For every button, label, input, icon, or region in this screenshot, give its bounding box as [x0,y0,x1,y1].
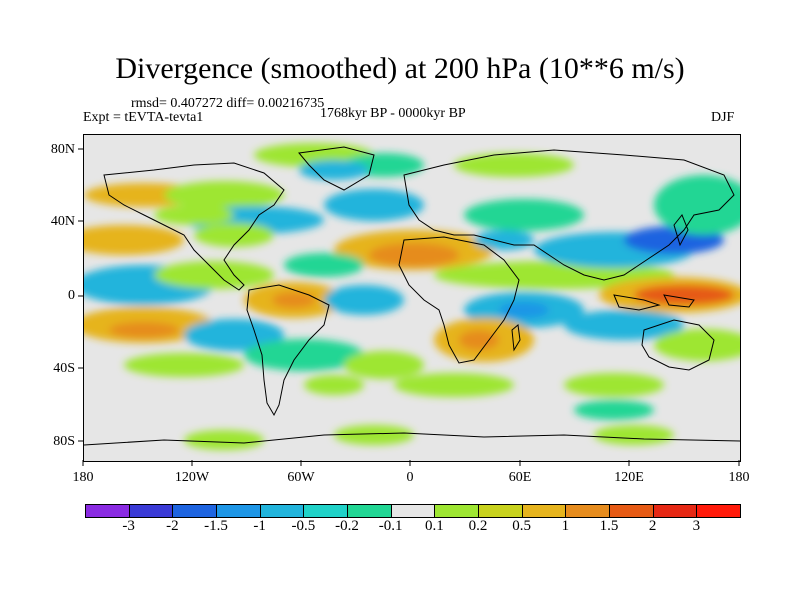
colorbar-swatch [303,504,348,518]
colorbar-swatch [696,504,741,518]
lat-label-0: 0 [68,288,75,303]
season-label: DJF [711,110,735,125]
colorbar-swatch [521,504,567,518]
colorbar-label: -1.5 [204,518,228,534]
colorbar-label: 2 [648,518,657,534]
lat-label-80s: 80S [53,434,75,449]
colorbar-swatch [347,504,392,518]
colorbar-label: -0.5 [291,518,316,534]
lat-label-40n: 40N [50,214,75,229]
lon-label-60e: 60E [508,470,532,485]
lon-label-120w: 120W [174,470,210,485]
colorbar-label: 0.1 [424,518,444,534]
colorbar-swatch [172,504,217,518]
map-title: Divergence (smoothed) at 200 hPa (10**6 … [115,52,685,85]
colorbar-label: 0.2 [468,518,488,534]
colorbar-label: -2 [166,518,179,534]
colorbar-swatch [609,504,654,518]
stats-text: rmsd= 0.407272 diff= 0.00216735 [131,96,325,111]
colorbar-label: 1 [561,518,570,534]
colorbar-label: 0.5 [512,518,532,534]
lon-label-0: 0 [406,470,414,485]
lat-label-40s: 40S [53,361,75,376]
colorbar-swatch [259,504,305,518]
colorbar-label: 1.5 [599,518,619,534]
lon-label-180e: 180 [728,470,750,485]
colorbar-label: -0.1 [378,518,403,534]
colorbar-label: 3 [692,518,701,534]
experiment-label: Expt = tEVTA-tevta1 [83,110,204,125]
colorbar-swatch [565,504,610,518]
colorbar-swatch [478,504,523,518]
colorbar-swatch [390,504,436,518]
colorbar-label: -3 [122,518,135,534]
period-label: 1768kyr BP - 0000kyr BP [320,106,466,121]
colorbar-swatch [434,504,479,518]
divergence-map [83,134,741,462]
lat-label-80n: 80N [50,142,75,157]
lon-label-60w: 60W [287,470,315,485]
colorbar-swatch [652,504,698,518]
lon-label-180w: 180 [72,470,94,485]
lon-label-120e: 120E [614,470,644,485]
colorbar-swatch [128,504,174,518]
colorbar-label: -0.2 [335,518,359,534]
axis-ticks [78,148,740,466]
colorbar-swatch [85,504,130,518]
colorbar-label: -1 [253,518,266,534]
colorbar-swatch [216,504,261,518]
field-and-coastlines [84,135,740,461]
